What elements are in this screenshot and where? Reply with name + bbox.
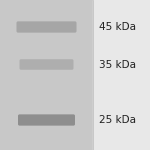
Text: 35 kDa: 35 kDa bbox=[99, 60, 136, 69]
Bar bbox=[93, 0, 150, 150]
Text: 45 kDa: 45 kDa bbox=[99, 22, 136, 32]
FancyBboxPatch shape bbox=[20, 59, 74, 70]
FancyBboxPatch shape bbox=[16, 21, 76, 33]
FancyBboxPatch shape bbox=[18, 114, 75, 126]
Text: 25 kDa: 25 kDa bbox=[99, 115, 136, 125]
